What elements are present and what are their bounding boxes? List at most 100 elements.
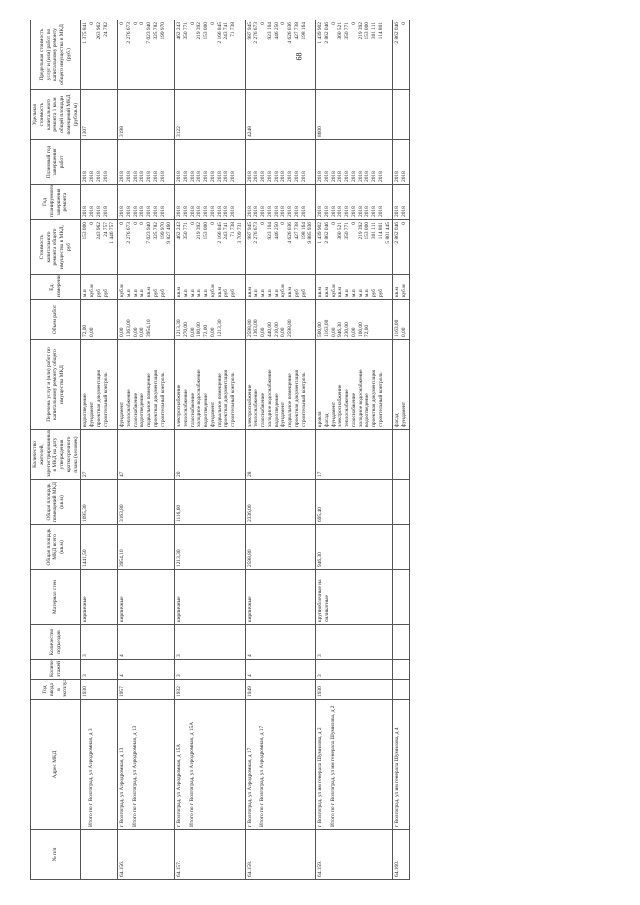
work-cell: 153 000 [203,22,209,40]
work-cell: 350 771 [344,222,350,240]
work-cell: фундамент [119,401,125,427]
house-row: 64.159. г Волгоград, ул им генерала Шумил… [315,20,393,880]
work-cell: фасад [323,413,330,427]
cell-area_total [392,524,410,570]
work-cell: куб.м [280,284,287,297]
work-cell [385,187,392,217]
work-column: 2018 2018 2018 2018 2018 2018 2018 2018 2018 [245,139,316,185]
cell-year: 1930 [315,679,393,700]
unit-cost: 8600 [315,89,393,140]
cell-entrances: 3 [80,624,118,660]
work-cell: 360 521 [337,22,344,40]
work-cell: 2018 [364,171,371,182]
work-cell: м.п [364,289,371,297]
work-cell: 2018 [159,206,166,217]
work-cell: электроснабжение [337,384,344,427]
work-cell: газоснабжение [260,392,266,427]
work-cell: 4 626 036 [287,22,293,44]
work-cell: 1363,00 [253,319,260,337]
house-row: Итого по г Волгоград, ул Аэродромная, д … [80,20,118,880]
work-cell [307,142,314,182]
work-cell: 1363,00 [125,319,132,337]
cell-walls: кирпичные [245,569,316,625]
work-cell: 263 962 [95,22,102,40]
work-column: 1163,00 0,00 [392,299,410,340]
cell-area_rooms: 2336,00 [245,479,316,525]
work-column: 1213,30 270,00 0,00 100,00 72,00 0,00 1213,30 [174,299,245,340]
work-cell: 2018 [246,171,253,182]
cell-entrances: 4 [245,624,316,660]
work-cell: 923 104 [266,22,273,40]
work-cell: фундамент [209,401,216,427]
work-cell: м.п [344,289,350,297]
work-cell: кв.м [323,287,330,297]
work-cell [237,187,244,217]
work-cell: 301 111 [371,222,377,240]
work-cell: 2018 [125,206,132,217]
cell-residents: 20 [174,429,245,480]
work-cell: 7 023 940 [146,222,152,244]
work-cell: холодное водоснабжение [196,369,203,427]
row-number: 64.160. [392,829,410,880]
unit-cost: 1307 [80,89,118,140]
work-cell [166,22,173,87]
work-column: фундамент теплоснабжение газоснабжение водо… [117,339,175,430]
work-cell: подвальное помещение [216,373,223,427]
work-column: 2018 2018 2018 2018 2018 2018 2018 2018 2018 [174,184,245,220]
work-cell: 0 [401,222,407,225]
work-cell: 2 276 673 [125,222,132,244]
cell-area_rooms: 1095,30 [80,479,118,525]
work-cell: 153 000 [364,222,371,240]
row-number: 64.157. [174,829,245,880]
work-cell: 2018 [317,206,323,217]
work-cell: 350 771 [182,222,189,240]
work-cell: 72,00 [203,324,209,337]
work-column: 462 243 350 771 0 219 392 153 000 0 2 166 845 2… [174,219,245,275]
work-cell: проектная документация [223,369,230,427]
cell-floors [392,659,410,680]
work-cell: 2018 [223,206,230,217]
work-cell: 2018 [266,206,273,217]
work-cell: 2018 [371,206,377,217]
total-label: Итого по г Волгоград, ул Аэродромная, д … [188,721,195,827]
work-cell: 0 [209,222,216,225]
work-cell: 0 [132,22,139,25]
work-cell [160,302,167,337]
work-cell: 923 104 [266,222,273,240]
work-cell: 0,00 [139,327,146,337]
work-cell: фундамент [401,401,407,427]
work-cell [385,277,392,297]
work-cell: 0,00 [330,327,337,337]
work-cell: 0 [280,222,287,225]
cell-floors: 3 [315,659,393,680]
work-cell: 325 782 [152,22,159,40]
work-cell: 2018 [119,171,125,182]
work-cell: подвальное помещение [146,373,152,427]
work-cell: 2018 [266,171,273,182]
unit-cost: 3198 [117,89,175,140]
column-header: Перечень услуг и (или) работ по капиталь… [30,339,81,430]
column-header: Плановый год завершения работ [30,139,81,185]
work-column: 2018 2018 2018 2018 [80,139,118,185]
work-cell: 9 885 936 [307,222,314,244]
work-cell: проектная документация [152,369,159,427]
work-column: 2018 2018 [392,184,410,220]
column-header: Адрес МКД [30,699,81,830]
work-cell: 198 164 [300,222,307,240]
work-cell: 243 741 [223,22,230,40]
work-cell: строительный контроль [377,372,384,427]
work-cell [109,277,116,297]
work-cell: м.п [125,289,132,297]
work-cell: 114 801 [377,222,384,240]
cell-floors: 3 [174,659,245,680]
work-cell: м.п [196,289,203,297]
work-column: кв.м кв.м куб.м кв.м м.п м.п м.п м.п руб руб [315,274,393,300]
work-cell: 2018 [146,206,152,217]
column-header: Количество жителей, зарегистрированных в… [30,429,81,480]
cell-walls: кирпичные [80,569,118,625]
work-cell: 3954,10 [146,319,152,337]
column-header: Ед. измерения [30,274,81,300]
total-label: Итого по г Волгоград, ул Аэродромная, д … [131,725,138,827]
work-column: кв.м м.п м.п м.п м.п куб.м кв.м руб руб [245,274,316,300]
cell-year: 1957 [117,679,175,700]
